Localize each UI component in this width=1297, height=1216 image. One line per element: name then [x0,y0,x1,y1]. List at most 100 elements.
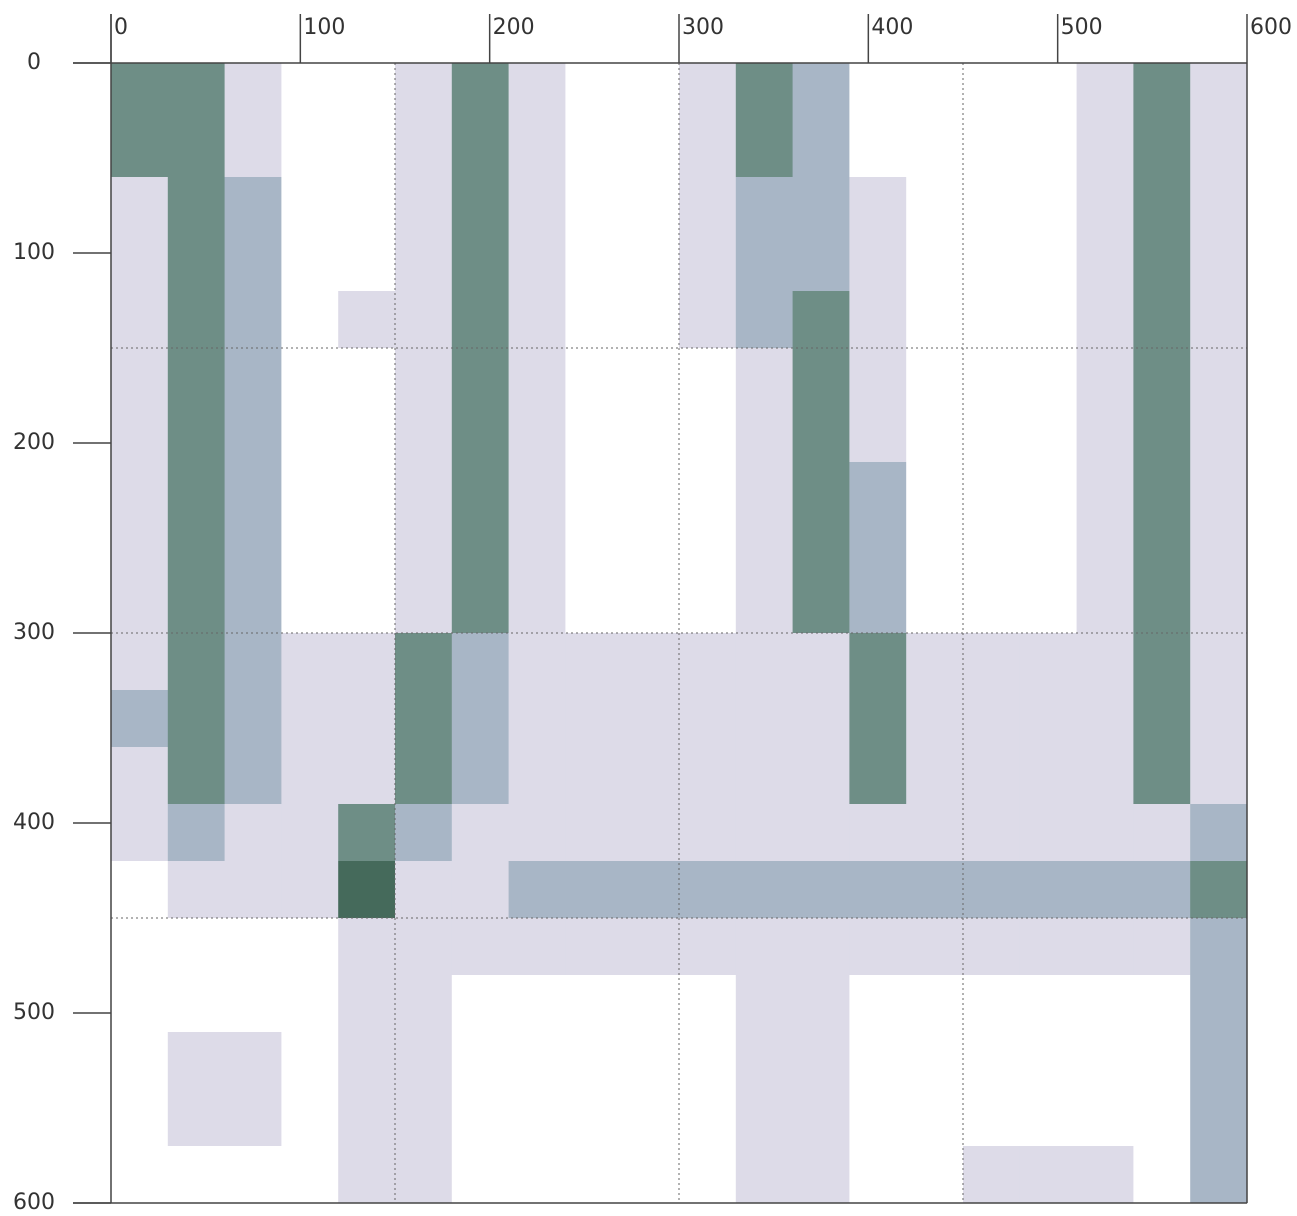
heat-cell [1019,1032,1078,1090]
heat-cell [849,291,907,349]
heat-cell [167,576,226,634]
heat-cell [622,1146,680,1204]
heat-cell [906,690,964,748]
heat-cell [167,861,226,919]
heat-cell [906,804,964,862]
heat-cell [679,690,737,748]
heat-cell [622,177,680,235]
heat-cell [1019,576,1078,634]
heat-cell [1133,861,1191,919]
heat-cell [565,348,623,406]
heat-cell [565,975,623,1033]
heat-cell [849,633,907,691]
heat-cell [167,291,226,349]
heat-cell [906,291,964,349]
heat-cell [906,348,964,406]
heat-cell [735,861,794,919]
heat-cell [508,918,566,976]
heat-cell [735,348,794,406]
heat-cell [395,1089,453,1147]
heat-cell [622,1089,680,1147]
heat-cell [1019,633,1078,691]
heat-cell [849,918,907,976]
heat-cell [338,1146,396,1204]
heat-cell [1133,690,1191,748]
heat-cell [792,120,850,178]
heat-cell [281,462,339,520]
heat-cell [735,918,794,976]
heat-cell [906,918,964,976]
heat-cell [1133,177,1191,235]
heat-cell [963,462,1021,520]
heat-cell [224,1146,282,1204]
heat-cell [963,120,1021,178]
heat-cell [679,861,737,919]
heat-cell [451,519,510,577]
y-tick-label: 0 [27,50,41,75]
heat-cell [281,633,339,691]
heat-cell [451,462,510,520]
heat-cell [679,348,737,406]
heat-cell [1190,861,1248,919]
heat-cell [1190,519,1248,577]
heat-cell [395,462,453,520]
heat-cell [622,690,680,748]
x-tick-label: 200 [493,15,535,40]
heat-cell [111,177,169,235]
heat-cell [963,804,1021,862]
heat-cell [906,633,964,691]
heat-cell [111,576,169,634]
heat-cell [508,747,566,805]
heat-cell [111,918,169,976]
y-tick-label: 200 [13,430,55,455]
heat-cell [792,1032,850,1090]
heat-cell [281,804,339,862]
heat-cell [1076,918,1134,976]
heat-cell [451,633,510,691]
heat-cell [1076,519,1134,577]
heat-cell [338,177,396,235]
heat-cell [679,462,737,520]
heat-cell [622,861,680,919]
heat-cell [224,1032,282,1090]
heat-cell [735,519,794,577]
heat-cell [395,519,453,577]
heat-cell [1019,177,1078,235]
heat-cell [849,1146,907,1204]
heat-cell [167,690,226,748]
heat-cell [1076,177,1134,235]
heat-cell [735,405,794,463]
heat-cell [622,519,680,577]
heat-cell [565,120,623,178]
heat-cell [963,861,1021,919]
heat-cell [224,747,282,805]
heat-cell [1076,1032,1134,1090]
heat-cell [167,1089,226,1147]
heat-cell [281,747,339,805]
heat-cell [963,177,1021,235]
heat-cell [281,519,339,577]
heat-cell [679,120,737,178]
heat-cell [1133,348,1191,406]
heat-cell [565,804,623,862]
heat-cell [622,348,680,406]
heat-cell [963,1032,1021,1090]
heat-cell [849,462,907,520]
heat-cell [735,462,794,520]
heat-cell [451,690,510,748]
heat-cell [849,576,907,634]
heat-cell [224,633,282,691]
heat-cell [281,918,339,976]
heat-cell [735,120,794,178]
heat-cell [792,63,850,121]
heat-cell [565,861,623,919]
heat-cell [849,120,907,178]
heat-cell [111,234,169,292]
heat-cell [1076,1146,1134,1204]
heat-cell [508,861,566,919]
heat-cell [111,462,169,520]
heat-cell [565,519,623,577]
heat-cell [1076,747,1134,805]
heat-cell [1190,120,1248,178]
heat-cell [906,63,964,121]
